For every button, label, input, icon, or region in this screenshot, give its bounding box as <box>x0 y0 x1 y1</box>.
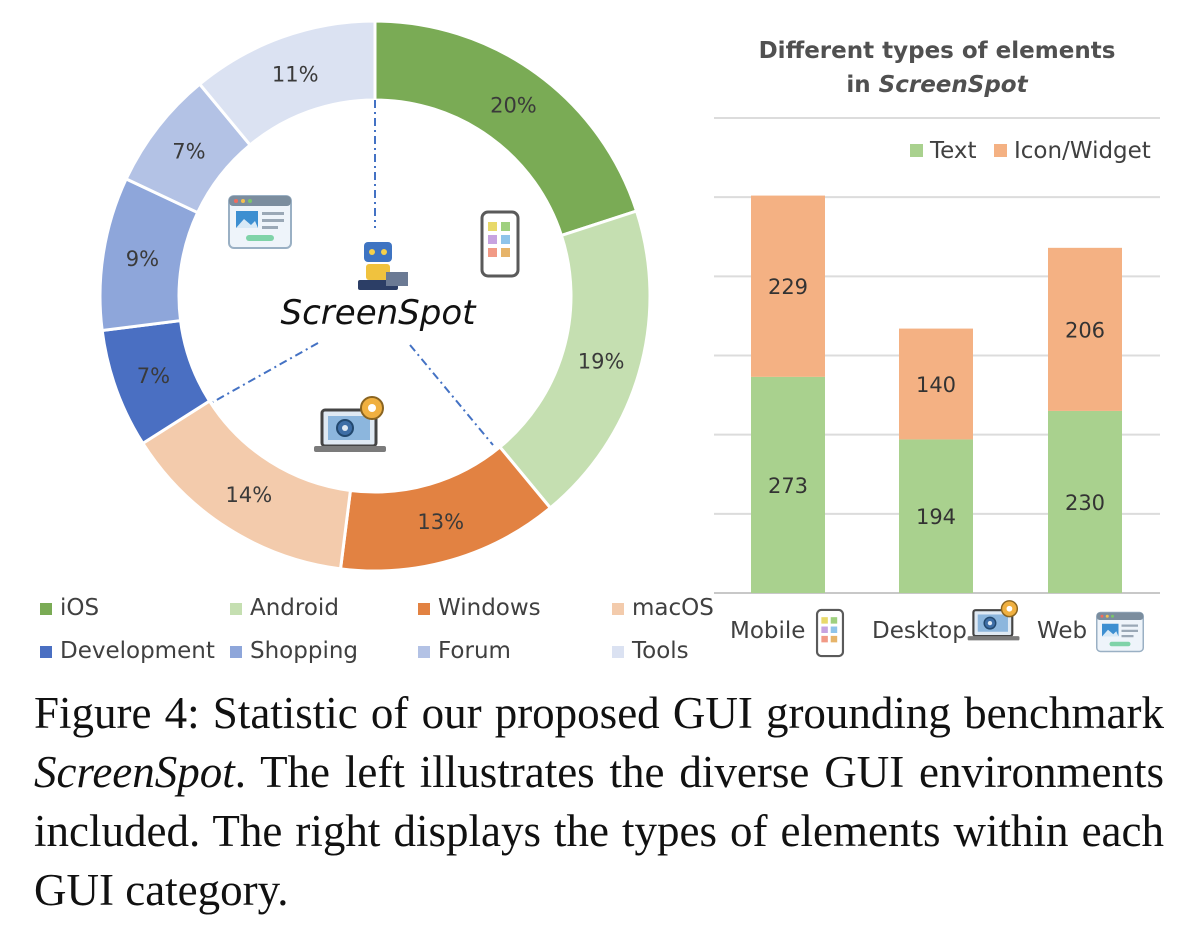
laptop-gear-icon <box>312 395 388 454</box>
bar-value-label: 140 <box>916 373 956 397</box>
legend-label-android: Android <box>250 595 339 621</box>
donut-slice-tools <box>197 19 377 148</box>
figure-charts: 20% 19% 13% 14% 7% 9% 7% 11% ScreenSpot iOS Andr… <box>40 19 1160 664</box>
legend-label-tools: Tools <box>631 638 689 664</box>
bar-category-mobile: Mobile <box>730 618 805 644</box>
bar-category-web: Web <box>1037 618 1087 644</box>
legend-label-macos: macOS <box>632 595 714 621</box>
legend-swatch-android <box>230 603 242 615</box>
legend-label-windows: Windows <box>438 595 541 621</box>
donut-chart: 20% 19% 13% 14% 7% 9% 7% 11% <box>98 19 652 573</box>
legend-swatch-development <box>40 646 52 658</box>
bar-mobile-text <box>751 376 825 593</box>
bar-category-labels: Mobile Desktop Web <box>730 599 1144 658</box>
donut-slice-label-windows: 13% <box>417 510 464 534</box>
legend-label-development: Development <box>60 638 215 664</box>
bar-legend-swatch-text <box>910 144 923 157</box>
bar-legend: Text Icon/Widget <box>910 138 1151 164</box>
bar-desktop-icon-widget <box>899 328 973 440</box>
bar-series: 273 229 194 140 230 206 <box>751 195 1122 593</box>
legend-swatch-forum <box>418 646 430 658</box>
legend-swatch-windows <box>418 603 430 615</box>
legend-label-shopping: Shopping <box>250 638 358 664</box>
bar-mobile-icon-widget <box>751 195 825 377</box>
bar-chart-title-line2: in ScreenSpot <box>846 72 1028 98</box>
bar-chart-title-line1: Different types of elements <box>759 38 1116 64</box>
bar-value-label: 194 <box>916 505 956 529</box>
bar-legend-label-icon-widget: Icon/Widget <box>1014 138 1151 164</box>
donut-slice-label-macos: 14% <box>225 483 272 507</box>
bar-chart: Different types of elements in ScreenSpo… <box>714 38 1160 658</box>
bar-web-icon-widget <box>1048 247 1122 411</box>
legend-swatch-ios <box>40 603 52 615</box>
bar-value-label: 229 <box>768 275 808 299</box>
donut-slice-label-shopping: 9% <box>126 247 159 271</box>
bar-web-text <box>1048 410 1122 593</box>
donut-legend: iOS Android Windows macOS Development Shoppin… <box>40 595 714 664</box>
donut-slice-ios <box>373 19 639 238</box>
bar-value-label: 206 <box>1065 318 1105 342</box>
legend-swatch-shopping <box>230 646 242 658</box>
legend-label-forum: Forum <box>438 638 511 664</box>
bar-legend-label-text: Text <box>929 138 977 164</box>
legend-swatch-macos <box>612 603 624 615</box>
figure-caption: Figure 4: Statistic of our proposed GUI … <box>34 688 1164 915</box>
legend-swatch-tools <box>612 646 624 658</box>
donut-slice-label-android: 19% <box>578 350 625 374</box>
donut-slice-label-development: 7% <box>137 364 170 388</box>
web-browser-icon <box>1096 611 1144 653</box>
mobile-phone-icon <box>815 608 845 658</box>
donut-center-label: ScreenSpot <box>281 293 478 333</box>
bar-value-label: 273 <box>768 474 808 498</box>
mobile-phone-icon <box>480 210 520 278</box>
donut-slice-label-tools: 11% <box>272 62 319 86</box>
legend-label-ios: iOS <box>60 595 99 621</box>
bar-legend-swatch-icon-widget <box>994 144 1007 157</box>
donut-slice-android <box>497 209 652 511</box>
robot-icon <box>358 242 408 290</box>
donut-slice-label-ios: 20% <box>490 93 537 117</box>
bar-value-label: 230 <box>1065 491 1105 515</box>
laptop-gear-icon <box>966 599 1021 642</box>
bar-category-desktop: Desktop <box>872 618 967 644</box>
bar-desktop-text <box>899 439 973 593</box>
donut-slice-label-forum: 7% <box>172 140 205 164</box>
donut-connectors <box>212 100 494 446</box>
web-browser-icon <box>228 195 292 249</box>
